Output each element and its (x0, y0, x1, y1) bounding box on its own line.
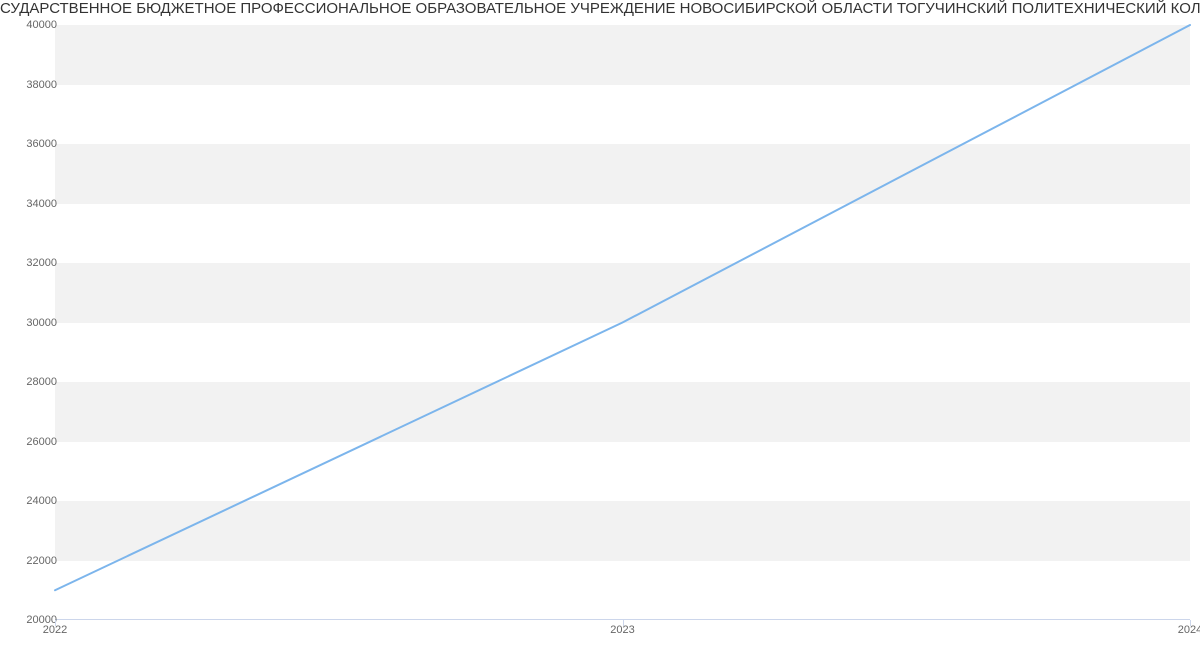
x-tick-mark (55, 620, 56, 626)
y-tick-label: 34000 (26, 198, 57, 210)
y-tick-label: 40000 (26, 19, 57, 31)
y-tick-label: 26000 (26, 436, 57, 448)
plot-area (55, 25, 1190, 620)
x-tick-mark (1190, 620, 1191, 626)
y-tick-label: 36000 (26, 138, 57, 150)
x-tick-mark (623, 620, 624, 626)
y-tick-label: 38000 (26, 79, 57, 91)
y-tick-label: 32000 (26, 257, 57, 269)
chart-title: СУДАРСТВЕННОЕ БЮДЖЕТНОЕ ПРОФЕССИОНАЛЬНОЕ… (0, 0, 1200, 17)
y-tick-label: 30000 (26, 317, 57, 329)
y-tick-label: 28000 (26, 376, 57, 388)
line-series (55, 25, 1190, 620)
y-tick-label: 22000 (26, 555, 57, 567)
x-tick-label: 2024 (1178, 624, 1200, 636)
y-tick-label: 24000 (26, 495, 57, 507)
